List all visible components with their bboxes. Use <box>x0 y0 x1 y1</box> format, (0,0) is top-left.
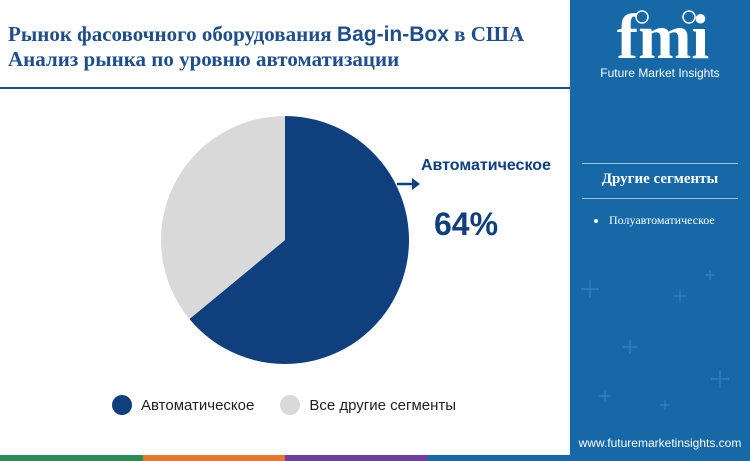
fmi-logo: fmi <box>617 6 709 66</box>
other-segments-list: Полуавтоматическое <box>594 213 744 228</box>
title-text-part1: Рынок фасовочного оборудования <box>8 22 337 46</box>
pie-chart: Автоматическое 64% <box>161 116 551 365</box>
footer-bar-segment <box>285 455 428 461</box>
chart-legend: Автоматическое Все другие сегменты <box>112 393 482 417</box>
sidebar-heading: Другие сегменты <box>601 171 719 187</box>
bullet-icon <box>594 218 598 223</box>
main-panel: Рынок фасовочного оборудования Bag-in-Bo… <box>0 22 570 461</box>
pie-slice-automatic <box>189 116 409 365</box>
list-item: Полуавтоматическое <box>594 213 744 228</box>
title-divider <box>0 87 570 89</box>
footer-bar-segment <box>142 455 285 461</box>
legend-swatch-others <box>280 395 301 415</box>
page-title: Рынок фасовочного оборудования Bag-in-Bo… <box>8 22 563 72</box>
footer-color-bar <box>0 455 570 461</box>
callout-arrow-icon <box>412 178 420 190</box>
website-url[interactable]: www.futuremarketinsights.com <box>578 436 742 450</box>
footer-bar-segment <box>0 455 143 461</box>
legend-item-others: Все другие сегменты <box>280 395 456 415</box>
globe-icon <box>635 10 649 24</box>
list-item-label: Полуавтоматическое <box>609 213 715 227</box>
legend-swatch-automatic <box>112 395 132 415</box>
sidebar-divider <box>582 198 738 199</box>
sidebar-divider <box>582 163 738 164</box>
logo-subtitle: Future Market Insights <box>600 66 720 80</box>
decorative-sparkles-icon <box>581 270 729 410</box>
footer-bar-segment <box>427 455 570 461</box>
callout-value: 64% <box>434 206 498 242</box>
callout-label: Автоматическое <box>421 157 551 174</box>
legend-label-others: Все другие сегменты <box>309 396 457 414</box>
globe-icon <box>682 10 696 24</box>
legend-label-automatic: Автоматическое <box>141 396 255 414</box>
legend-item-automatic: Автоматическое <box>112 395 254 415</box>
title-highlight: Bag-in-Box <box>336 23 449 46</box>
pie-slice-others <box>161 116 285 320</box>
title-text-part2: в США Анализ рынка по уровню автоматизац… <box>8 22 525 71</box>
sidebar: fmi Future Market Insights Другие сегмен… <box>570 0 750 461</box>
